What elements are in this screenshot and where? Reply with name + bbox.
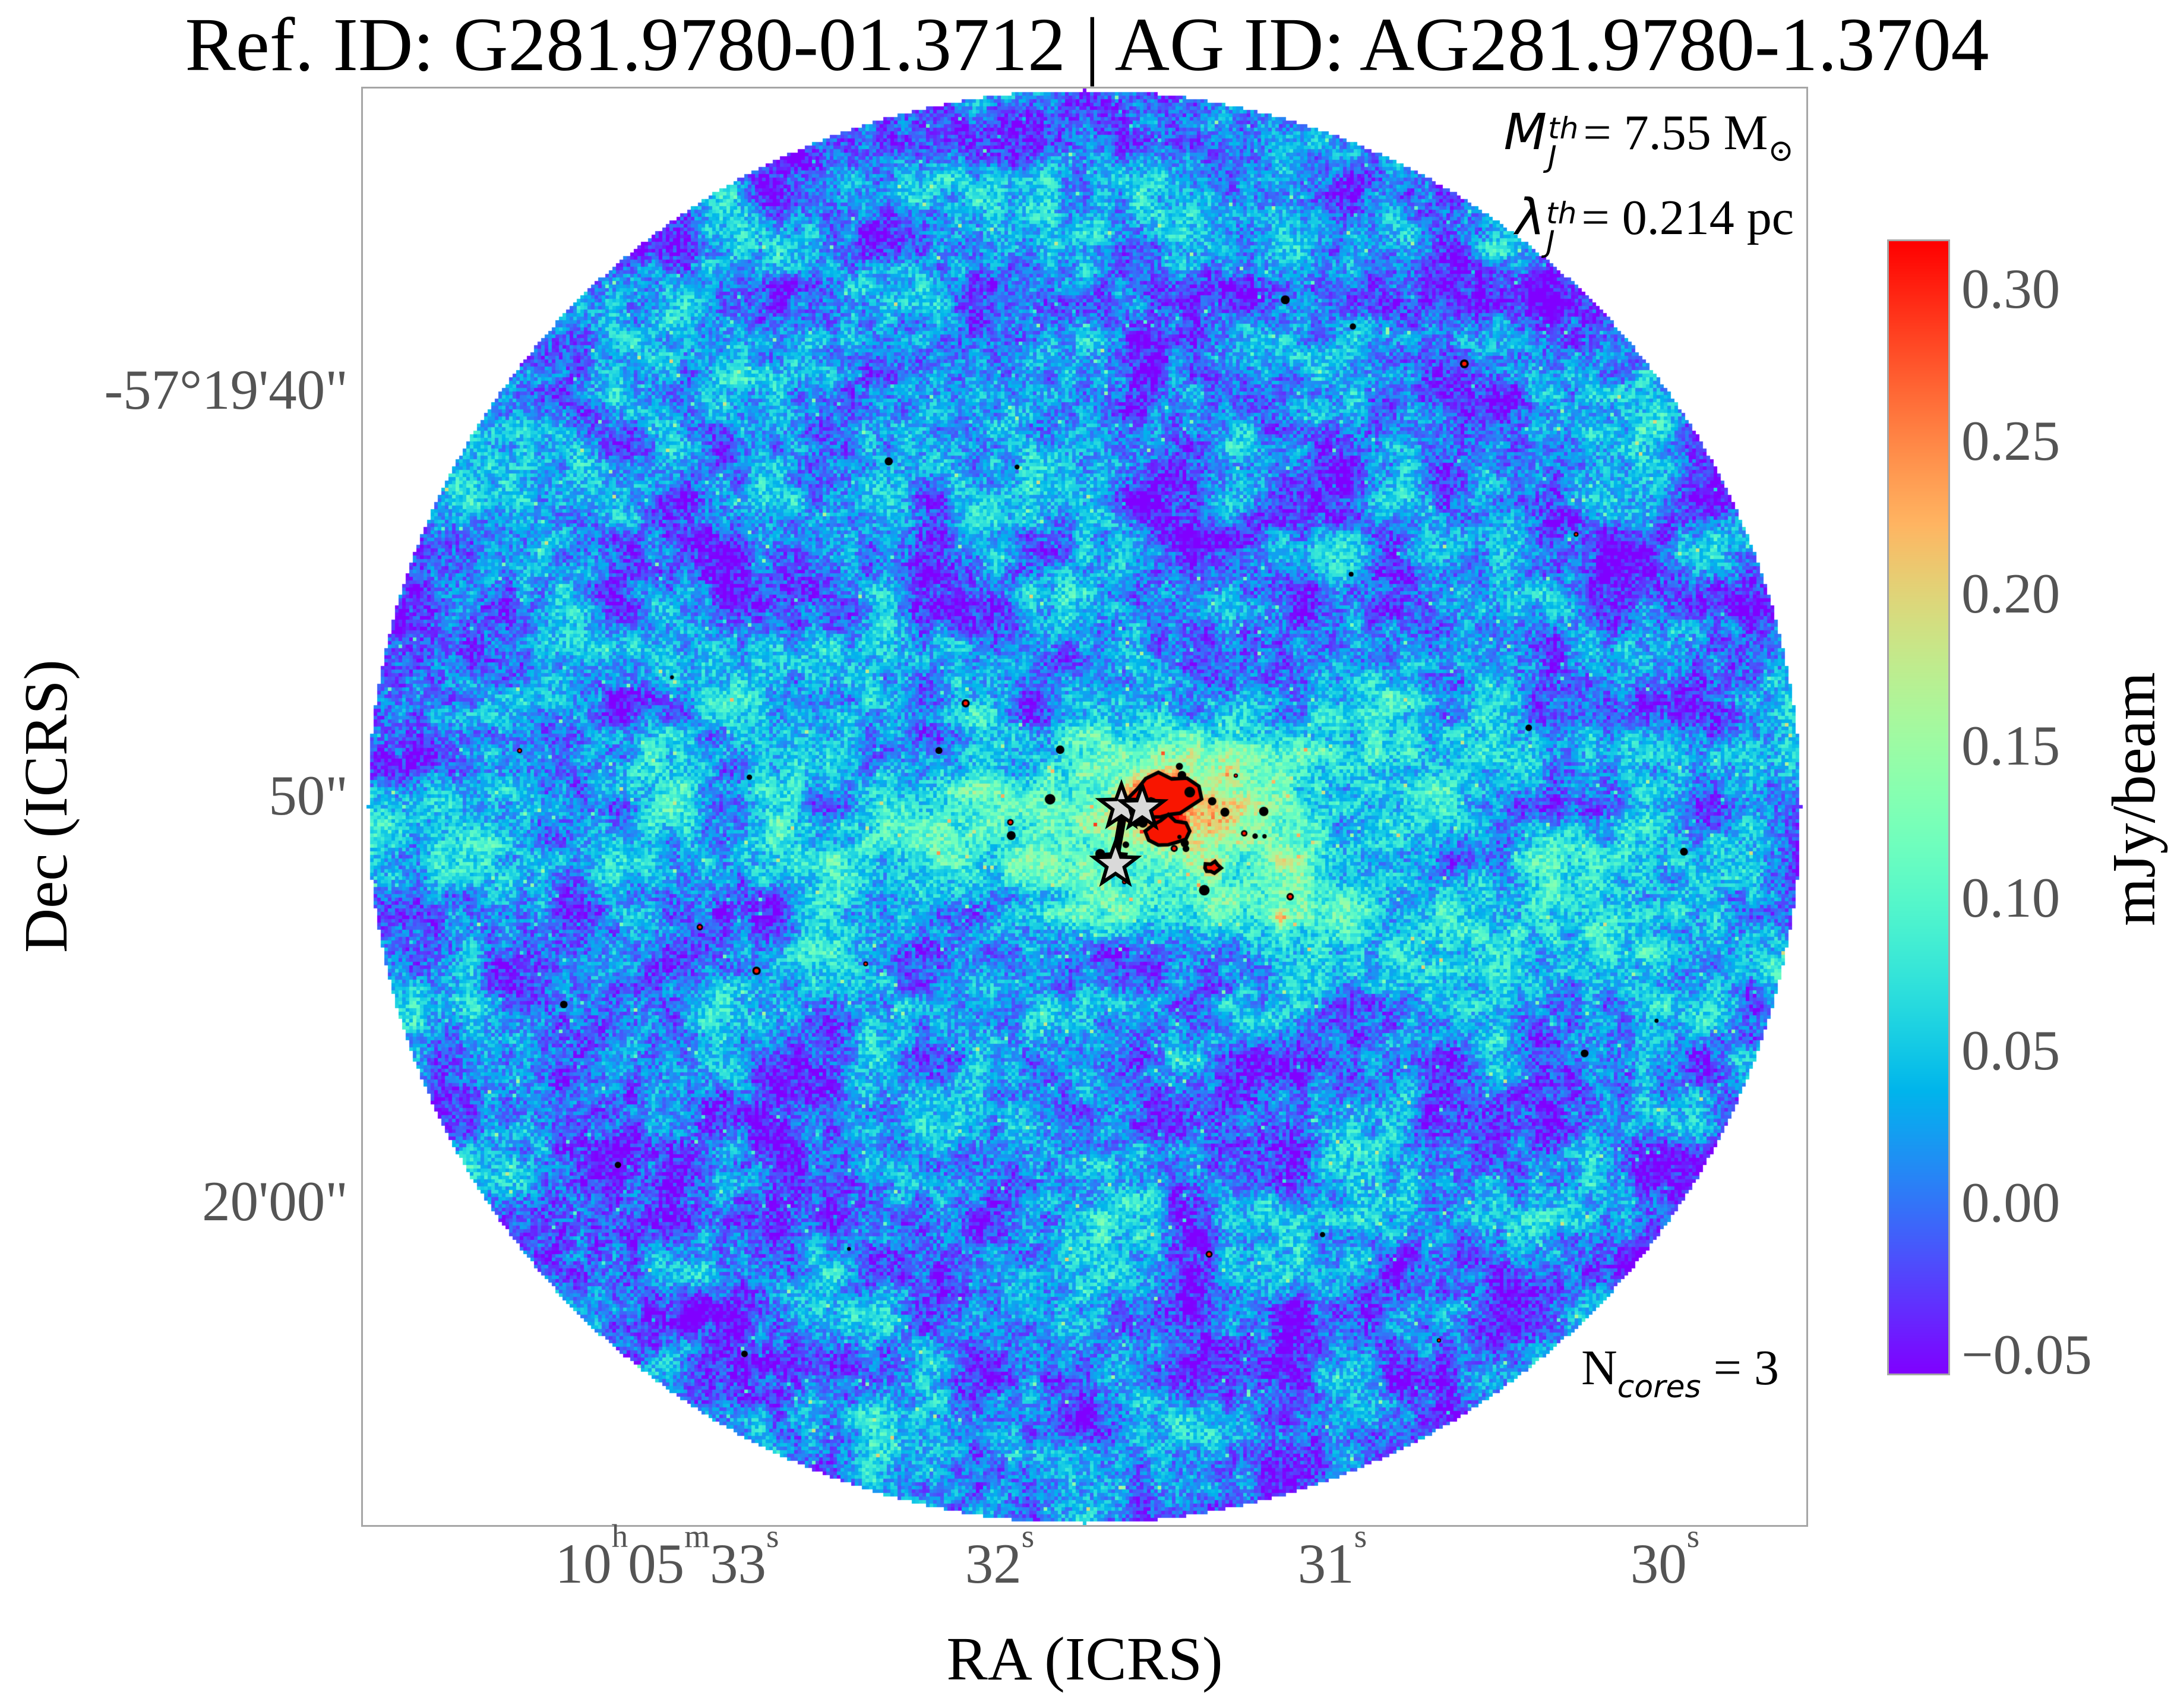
jeans-length-symbol: λ — [1515, 188, 1546, 246]
colorbar-tick-label: 0.10 — [1961, 866, 2061, 930]
n-cores-value: = 3 — [1701, 1340, 1779, 1396]
jeans-mass-value: = 7.55 M — [1583, 105, 1768, 160]
jeans-length-supsub: th J — [1546, 196, 1577, 259]
x-axis-label: RA (ICRS) — [946, 1625, 1223, 1693]
colorbar-tick-label: 0.00 — [1961, 1170, 2061, 1234]
n-cores-symbol: N — [1581, 1340, 1617, 1396]
jeans-length-value: = 0.214 pc — [1581, 190, 1794, 245]
y-tick-label: 20'00" — [202, 1170, 348, 1233]
marker-overlay — [1089, 779, 1169, 887]
star-marker — [1116, 780, 1169, 831]
colorbar-tick-label: 0.20 — [1961, 561, 2061, 625]
y-tick-label: 50" — [268, 764, 348, 827]
colorbar — [1887, 239, 1950, 1375]
n-cores-annotation: Ncores = 3 — [1581, 1337, 1779, 1405]
colorbar-tick-label: −0.05 — [1961, 1323, 2092, 1387]
x-tick-label: 30s — [1630, 1517, 1700, 1595]
jeans-length-annotation: λ th J = 0.214 pc — [1504, 184, 1794, 259]
colorbar-tick-label: 0.15 — [1961, 713, 2061, 777]
colorbar-canvas — [1889, 241, 1948, 1374]
solar-mass-symbol: ⊙ — [1768, 134, 1794, 168]
colorbar-tick-label: 0.05 — [1961, 1018, 2061, 1082]
jeans-mass-symbol: M — [1503, 103, 1547, 161]
colorbar-label: mJy/beam — [2100, 672, 2168, 926]
x-tick-label: 31s — [1297, 1517, 1367, 1595]
n-cores-subscript: cores — [1617, 1369, 1701, 1405]
x-tick-label: 32s — [965, 1517, 1035, 1595]
x-tick-label: 10h05m33s — [555, 1517, 779, 1595]
sky-map-canvas — [363, 89, 1806, 1525]
colorbar-tick-label: 0.30 — [1961, 257, 2061, 320]
y-axis-label: Dec (ICRS) — [12, 659, 80, 953]
y-tick-label: -57°19'40" — [104, 358, 348, 421]
colorbar-tick-label: 0.25 — [1961, 409, 2061, 473]
figure-title: Ref. ID: G281.9780-01.3712 | AG ID: AG28… — [185, 2, 1989, 87]
star-marker — [1089, 836, 1142, 887]
jeans-mass-supsub: th J — [1548, 111, 1579, 174]
